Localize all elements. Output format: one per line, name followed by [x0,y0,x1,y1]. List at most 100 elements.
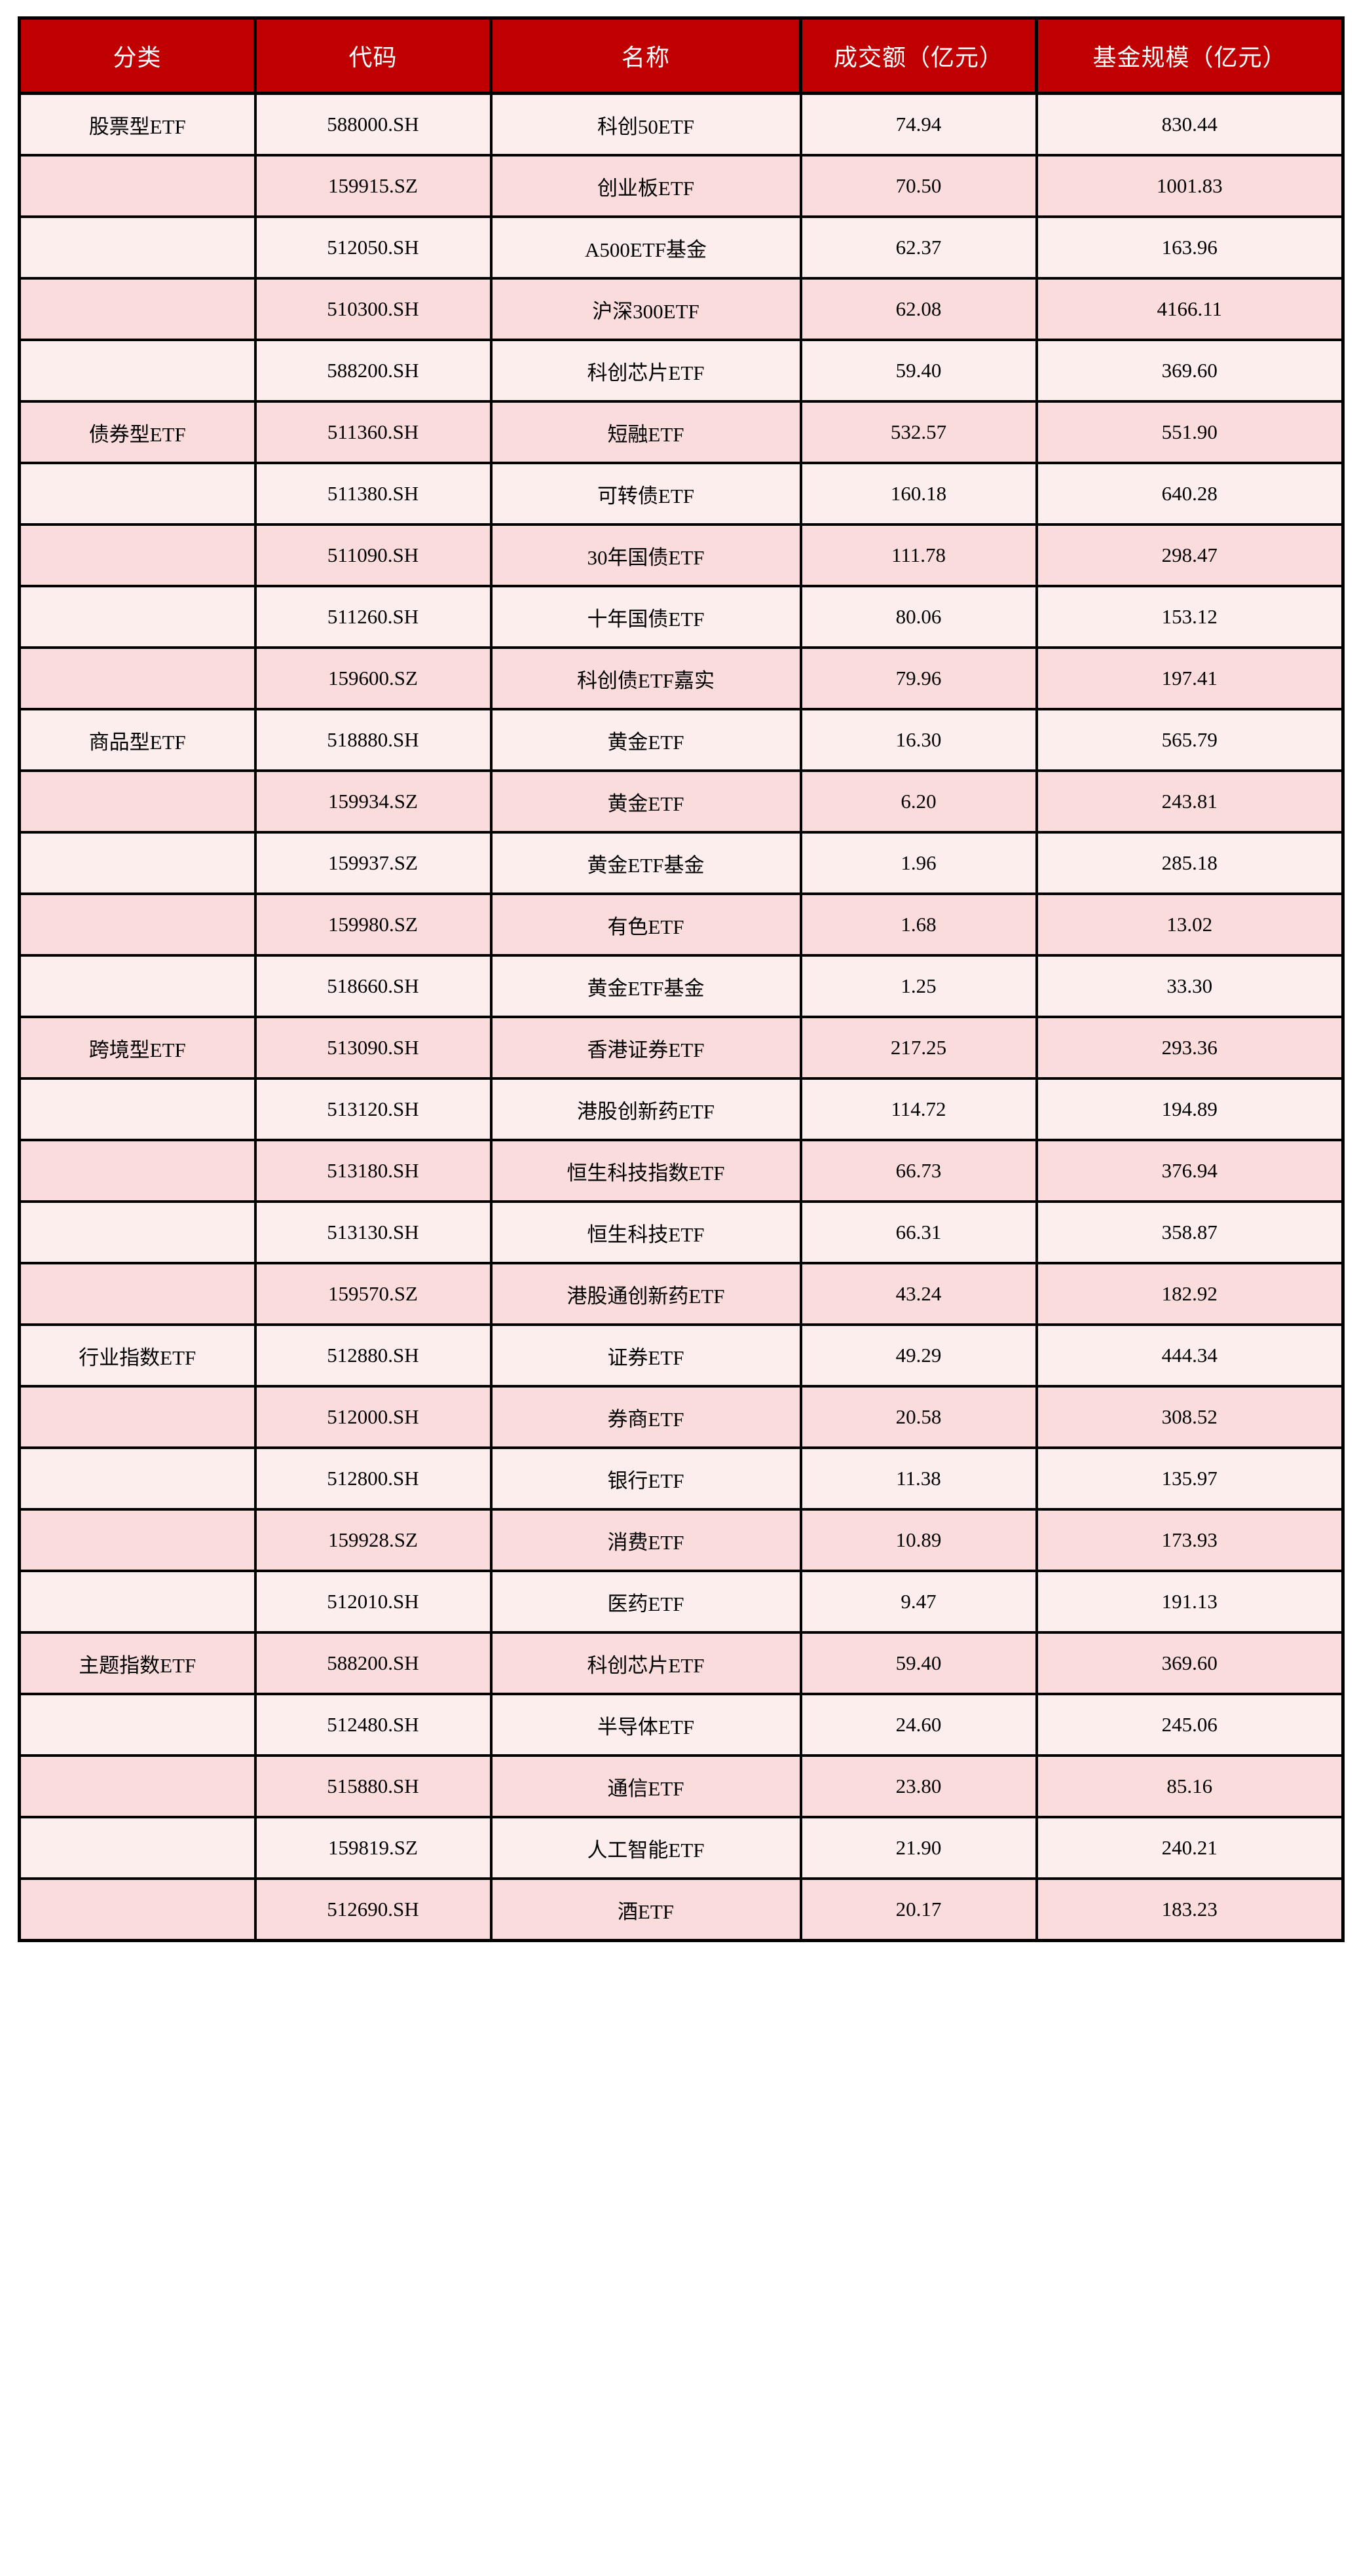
cell-scale: 830.44 [1035,92,1345,156]
cell-scale: 285.18 [1035,831,1345,895]
cell-code: 515880.SH [253,1754,493,1818]
cell-name: 港股创新药ETF [489,1077,802,1141]
table-row: 债券型ETF 511360.SH 短融ETF 532.57 551.90 [18,400,1345,464]
table-row: 513130.SH 恒生科技ETF 66.31 358.87 [18,1200,1345,1264]
cell-category: 商品型ETF [18,708,257,772]
table-row: 商品型ETF 518880.SH 黄金ETF 16.30 565.79 [18,708,1345,772]
cell-turnover: 24.60 [799,1693,1038,1757]
cell-turnover: 20.17 [799,1877,1038,1942]
cell-category: 股票型ETF [18,92,257,156]
cell-scale: 191.13 [1035,1570,1345,1634]
cell-code: 511360.SH [253,400,493,464]
cell-name: A500ETF基金 [489,215,802,280]
table-row: 跨境型ETF 513090.SH 香港证券ETF 217.25 293.36 [18,1016,1345,1080]
cell-name: 科创50ETF [489,92,802,156]
table-row: 511260.SH 十年国债ETF 80.06 153.12 [18,585,1345,649]
cell-category [18,954,257,1018]
cell-category [18,1693,257,1757]
column-header-scale: 基金规模（亿元） [1035,16,1345,95]
cell-name: 可转债ETF [489,462,802,526]
cell-name: 科创债ETF嘉实 [489,646,802,710]
cell-turnover: 74.94 [799,92,1038,156]
column-header-turnover: 成交额（亿元） [799,16,1038,95]
cell-code: 512000.SH [253,1385,493,1449]
cell-code: 513090.SH [253,1016,493,1080]
cell-category [18,831,257,895]
cell-name: 黄金ETF [489,708,802,772]
cell-turnover: 59.40 [799,1631,1038,1695]
cell-scale: 240.21 [1035,1816,1345,1880]
table-row: 159928.SZ 消费ETF 10.89 173.93 [18,1508,1345,1572]
cell-category: 主题指数ETF [18,1631,257,1695]
cell-name: 有色ETF [489,892,802,957]
table-row: 512800.SH 银行ETF 11.38 135.97 [18,1446,1345,1511]
cell-turnover: 80.06 [799,585,1038,649]
cell-category [18,1262,257,1326]
cell-scale: 551.90 [1035,400,1345,464]
cell-scale: 197.41 [1035,646,1345,710]
cell-category [18,462,257,526]
cell-name: 酒ETF [489,1877,802,1942]
cell-code: 513130.SH [253,1200,493,1264]
cell-code: 518880.SH [253,708,493,772]
cell-name: 半导体ETF [489,1693,802,1757]
cell-turnover: 1.68 [799,892,1038,957]
cell-category [18,523,257,587]
cell-turnover: 11.38 [799,1446,1038,1511]
column-header-name: 名称 [489,16,802,95]
cell-code: 512690.SH [253,1877,493,1942]
cell-name: 通信ETF [489,1754,802,1818]
table-header-row: 分类 代码 名称 成交额（亿元） 基金规模（亿元） [18,16,1345,95]
cell-code: 511380.SH [253,462,493,526]
table-header: 分类 代码 名称 成交额（亿元） 基金规模（亿元） [18,16,1345,95]
cell-category [18,1139,257,1203]
column-header-category: 分类 [18,16,257,95]
table-row: 159570.SZ 港股通创新药ETF 43.24 182.92 [18,1262,1345,1326]
table-row: 512000.SH 券商ETF 20.58 308.52 [18,1385,1345,1449]
cell-turnover: 9.47 [799,1570,1038,1634]
cell-name: 黄金ETF基金 [489,954,802,1018]
cell-turnover: 6.20 [799,769,1038,834]
cell-scale: 153.12 [1035,585,1345,649]
cell-code: 159928.SZ [253,1508,493,1572]
cell-turnover: 43.24 [799,1262,1038,1326]
cell-name: 创业板ETF [489,154,802,218]
cell-scale: 369.60 [1035,339,1345,403]
cell-name: 人工智能ETF [489,1816,802,1880]
cell-code: 512050.SH [253,215,493,280]
cell-code: 513120.SH [253,1077,493,1141]
cell-name: 消费ETF [489,1508,802,1572]
cell-turnover: 21.90 [799,1816,1038,1880]
cell-turnover: 62.08 [799,277,1038,341]
column-header-code: 代码 [253,16,493,95]
table-row: 159600.SZ 科创债ETF嘉实 79.96 197.41 [18,646,1345,710]
cell-turnover: 111.78 [799,523,1038,587]
cell-scale: 194.89 [1035,1077,1345,1141]
cell-code: 159819.SZ [253,1816,493,1880]
cell-name: 银行ETF [489,1446,802,1511]
cell-scale: 183.23 [1035,1877,1345,1942]
cell-code: 159934.SZ [253,769,493,834]
cell-scale: 1001.83 [1035,154,1345,218]
table-row: 511090.SH 30年国债ETF 111.78 298.47 [18,523,1345,587]
table-row: 159937.SZ 黄金ETF基金 1.96 285.18 [18,831,1345,895]
cell-scale: 640.28 [1035,462,1345,526]
cell-turnover: 16.30 [799,708,1038,772]
table-row: 512690.SH 酒ETF 20.17 183.23 [18,1877,1345,1942]
table-row: 512010.SH 医药ETF 9.47 191.13 [18,1570,1345,1634]
cell-category: 跨境型ETF [18,1016,257,1080]
cell-category [18,585,257,649]
cell-name: 医药ETF [489,1570,802,1634]
cell-category [18,1877,257,1942]
cell-code: 159570.SZ [253,1262,493,1326]
cell-code: 512880.SH [253,1323,493,1388]
cell-code: 159980.SZ [253,892,493,957]
cell-code: 518660.SH [253,954,493,1018]
cell-code: 512480.SH [253,1693,493,1757]
cell-turnover: 1.96 [799,831,1038,895]
cell-scale: 173.93 [1035,1508,1345,1572]
cell-code: 159937.SZ [253,831,493,895]
cell-turnover: 66.73 [799,1139,1038,1203]
cell-category [18,154,257,218]
cell-scale: 243.81 [1035,769,1345,834]
